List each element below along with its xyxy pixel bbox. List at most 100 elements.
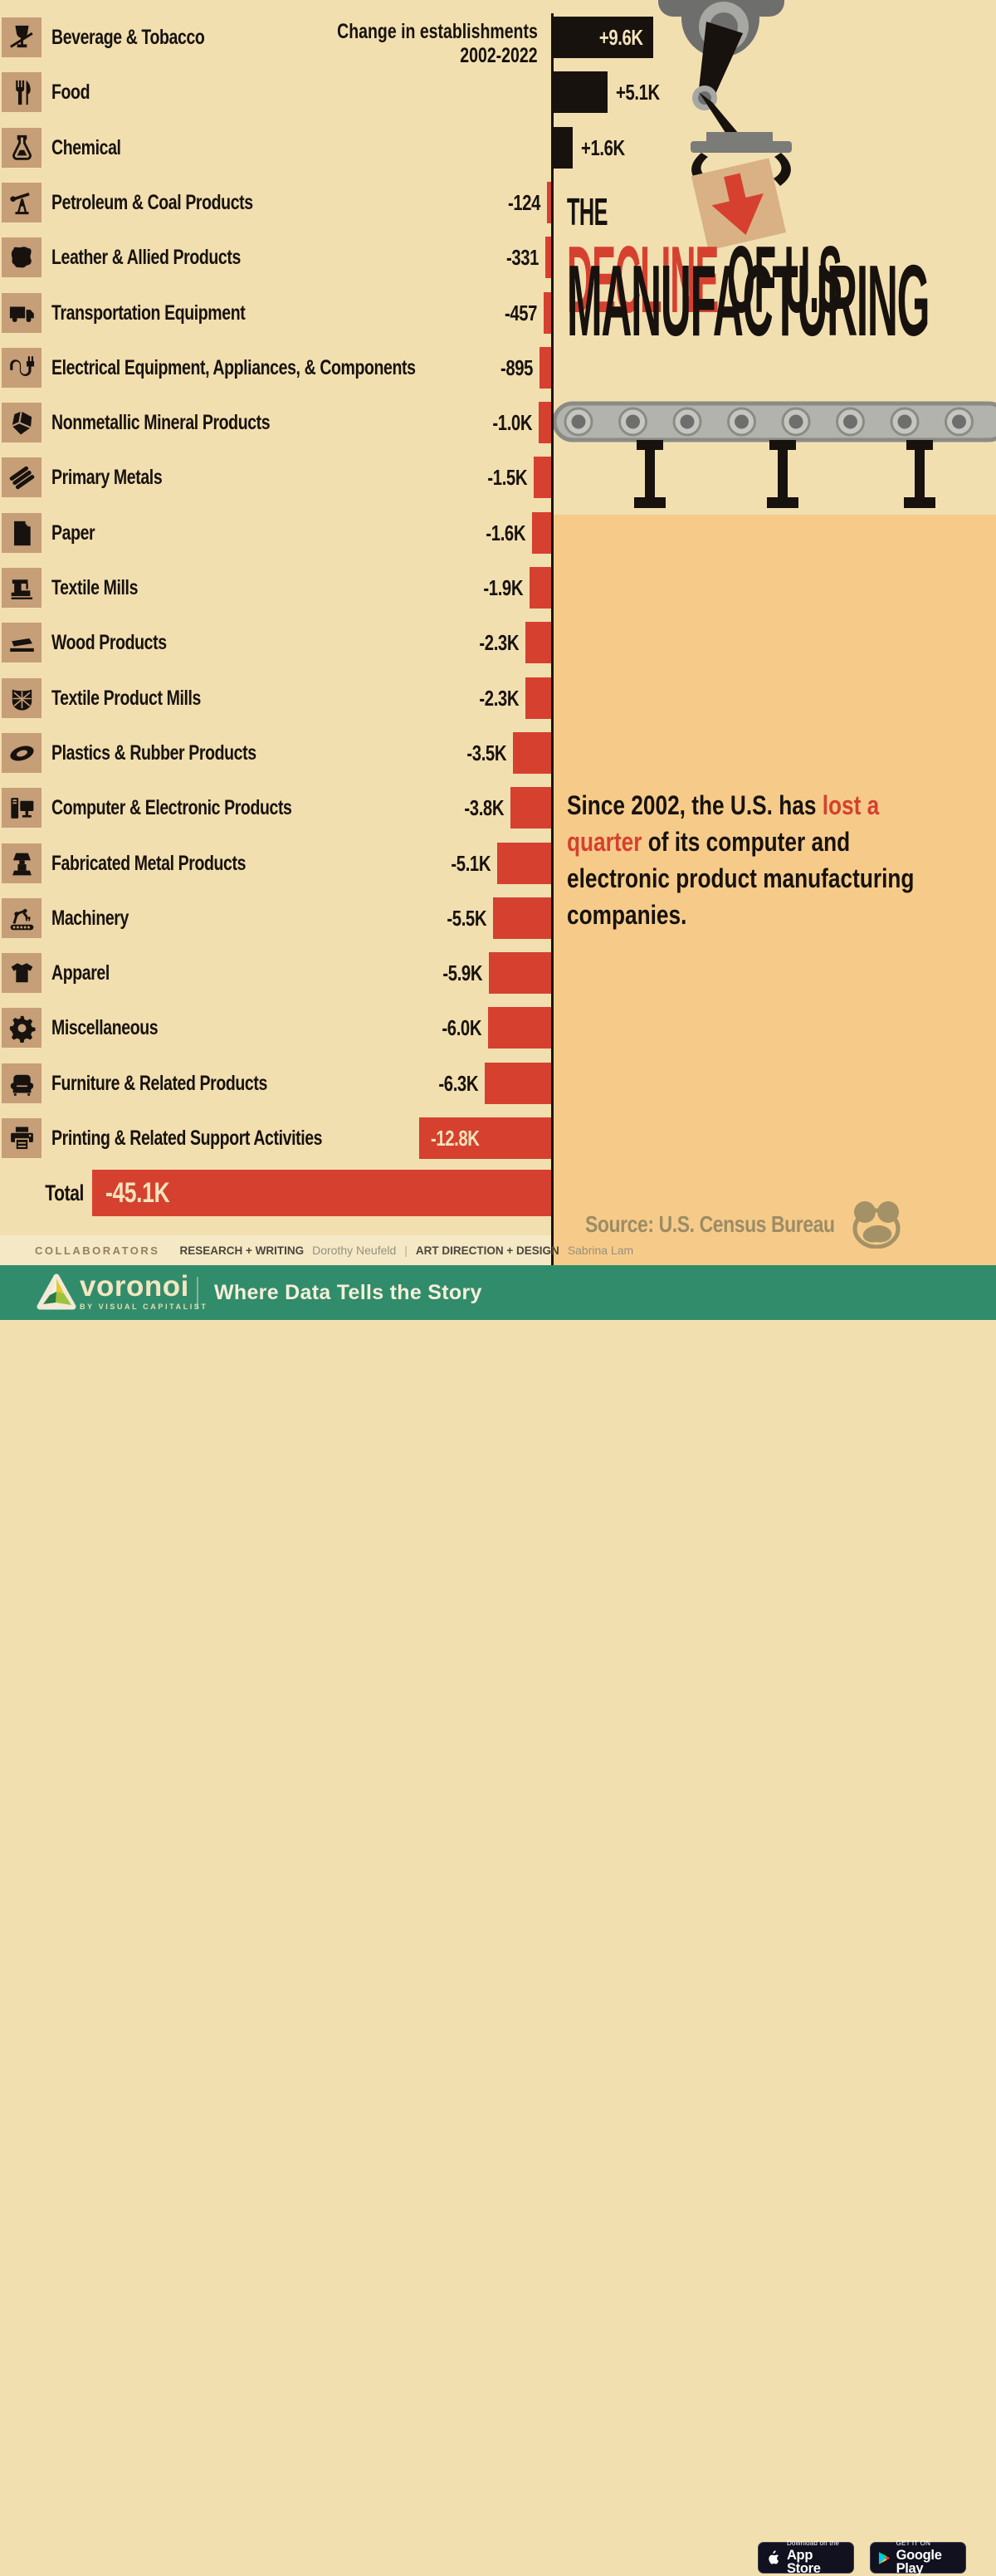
claw-finger-right	[774, 153, 791, 186]
fabric-patch-icon	[2, 678, 42, 718]
category-label: Paper	[51, 521, 95, 545]
value-bar	[497, 843, 551, 884]
title-line2: MANUFACTURING	[567, 243, 930, 357]
sewing-machine-icon	[2, 568, 42, 608]
value-label: -5.5K	[447, 905, 486, 931]
value-bar	[539, 402, 551, 443]
total-value-label: -45.1K	[105, 1176, 170, 1209]
category-label: Wood Products	[51, 630, 167, 654]
collaborators-strip: COLLABORATORS RESEARCH + WRITING Dorothy…	[0, 1235, 633, 1265]
collaborator-role-1: RESEARCH + WRITING	[179, 1244, 305, 1257]
text-segment: OF U.S.	[718, 227, 852, 333]
collaborators-separator: |	[404, 1244, 408, 1257]
source-text: Source: U.S. Census Bureau	[585, 1211, 835, 1237]
bar-chart: Beverage & Tobacco +9.6K Food +5.1K Chemical…	[0, 0, 996, 1265]
callout-text: Since 2002, the U.S. has lost a quarter …	[567, 787, 920, 933]
value-bar	[554, 71, 608, 113]
value-label: -12.8K	[431, 1125, 480, 1151]
category-label: Apparel	[51, 961, 110, 985]
value-label: -331	[505, 244, 539, 270]
category-label: Transportation Equipment	[51, 301, 246, 325]
googleplay-badge[interactable]: GET IT ON Google Play	[870, 2539, 966, 2576]
footer-divider	[197, 1277, 198, 1308]
brand-block: voronoi BY VISUAL CAPITALIST	[80, 1272, 208, 1311]
appstore-badge-top: Download on the	[786, 2539, 839, 2547]
footer-bar: voronoi BY VISUAL CAPITALIST Where Data …	[0, 1265, 996, 2575]
value-label: -1.5K	[487, 464, 527, 490]
category-label: Textile Mills	[51, 575, 139, 599]
title-line1: DECLINE OF U.S.	[567, 233, 852, 328]
tire-icon	[2, 733, 42, 773]
value-label: -2.3K	[479, 685, 519, 711]
metal-pipes-icon	[2, 457, 42, 497]
value-label: -1.0K	[492, 409, 532, 435]
leather-hide-icon	[2, 237, 42, 277]
value-label: -1.9K	[483, 574, 523, 600]
category-label: Machinery	[51, 906, 129, 930]
flask-icon	[2, 128, 42, 168]
fork-knife-icon	[2, 72, 42, 112]
claw-head	[691, 141, 792, 153]
footer-tagline: Where Data Tells the Story	[214, 1280, 482, 1304]
value-bar	[544, 292, 551, 334]
category-label: Chemical	[51, 135, 121, 159]
value-bar	[488, 1007, 551, 1048]
collaborators-heading: COLLABORATORS	[35, 1244, 160, 1257]
value-label: +1.6K	[581, 134, 625, 160]
value-bar	[489, 952, 551, 994]
google-play-icon	[878, 2551, 890, 2564]
category-label: Textile Product Mills	[51, 686, 201, 710]
axis-header-line1: Change in establishments	[337, 20, 538, 43]
value-label: -2.3K	[479, 629, 519, 655]
category-label: Electrical Equipment, Appliances, & Comp…	[51, 355, 416, 379]
robot-arm-icon	[2, 898, 42, 938]
conveyor-legs	[634, 440, 935, 508]
claw-machine-illustration	[552, 0, 996, 508]
value-label: -3.8K	[464, 794, 504, 820]
value-bar	[554, 127, 573, 169]
axis-header-line2: 2002-2022	[460, 44, 538, 67]
gear-icon	[2, 1008, 42, 1048]
value-bar	[547, 182, 551, 223]
value-bar	[530, 567, 551, 609]
title-kicker: THE	[567, 190, 608, 233]
computer-icon	[2, 788, 42, 828]
collaborator-name-2: Sabrina Lam	[567, 1244, 634, 1257]
brand-subtitle: BY VISUAL CAPITALIST	[80, 1303, 208, 1311]
conveyor-belt	[552, 401, 996, 508]
category-label: Leather & Allied Products	[51, 245, 241, 269]
category-label: Petroleum & Coal Products	[51, 190, 253, 214]
text-segment: of its computer and electronic product m…	[567, 827, 915, 930]
brand-name: voronoi	[80, 1270, 189, 1303]
collaborator-role-2: ART DIRECTION + DESIGN	[415, 1244, 559, 1257]
oil-pump-icon	[2, 183, 42, 222]
text-segment: lost a quarter	[567, 790, 880, 857]
googleplay-badge-top: GET IT ON	[896, 2539, 931, 2547]
text-segment: DECLINE	[567, 227, 719, 333]
value-bar	[419, 1117, 551, 1159]
value-label: -1.6K	[486, 520, 525, 545]
value-label: +5.1K	[616, 79, 660, 105]
value-label: -5.9K	[442, 960, 482, 985]
chart-axis-header: Change in establishments 2002-2022	[281, 20, 538, 68]
apple-icon	[769, 2550, 779, 2564]
value-label: -124	[507, 189, 540, 215]
value-bar	[485, 1063, 551, 1104]
paper-sheet-icon	[2, 513, 42, 553]
value-bar	[513, 732, 551, 774]
falling-box	[691, 158, 787, 251]
truck-icon	[2, 293, 42, 333]
category-label: Plastics & Rubber Products	[51, 741, 256, 765]
value-bar	[525, 677, 551, 719]
value-bar	[534, 457, 551, 498]
category-label: Printing & Related Support Activities	[51, 1126, 323, 1150]
value-bar	[510, 787, 551, 829]
value-bar	[540, 347, 551, 389]
category-label: Computer & Electronic Products	[51, 795, 292, 819]
wine-glass-icon	[2, 17, 42, 57]
value-label: -6.3K	[438, 1070, 478, 1096]
chart-axis-line	[551, 13, 554, 1265]
googleplay-badge-bottom: Google Play	[896, 2547, 942, 2576]
appstore-badge[interactable]: Download on the App Store	[758, 2539, 854, 2575]
armchair-icon	[2, 1063, 42, 1103]
